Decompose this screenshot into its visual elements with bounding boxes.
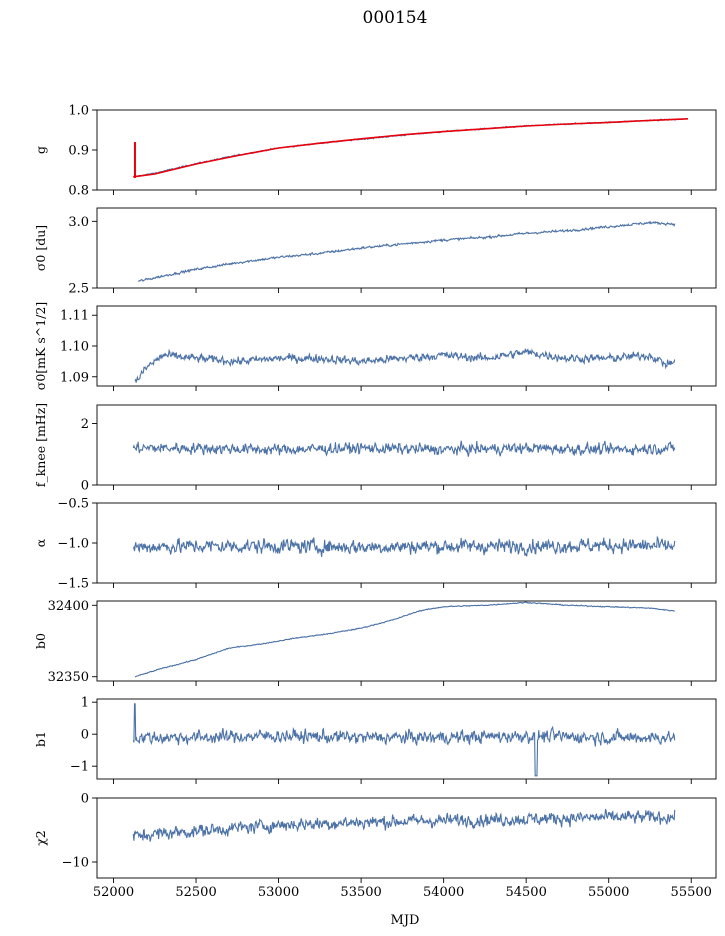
series-line-fknee: [132, 440, 676, 457]
y-tick-label: 2.5: [68, 282, 89, 297]
x-axis-label: MJD: [391, 913, 420, 928]
x-tick-label: 55500: [671, 885, 712, 900]
x-tick-label: 54000: [423, 885, 464, 900]
x-tick-label: 53500: [340, 885, 381, 900]
y-axis-label: b1: [33, 731, 48, 747]
y-tick-label: −0.5: [57, 497, 89, 512]
y-axis-label: σ0 [du]: [33, 225, 48, 271]
panel-sigma0_mk: 1.09 1.10 1.11 σ0[mK s^1/2]: [33, 302, 717, 391]
y-tick-label: 0.8: [68, 184, 89, 199]
y-tick-label: −10: [62, 856, 89, 871]
y-tick-label: 0: [81, 479, 89, 494]
y-axis-label: α: [33, 538, 48, 547]
panel-chi2: −10 0 52000 52500 53000 53500 54000 54500 55000 5…: [33, 792, 717, 900]
fit-line: [133, 118, 688, 178]
y-tick-label: 1.0: [68, 104, 89, 119]
y-axis-label: χ2: [33, 830, 48, 846]
panel-frame: [96, 207, 717, 289]
figure-title: 000154: [363, 8, 428, 28]
x-tick-label: 53000: [258, 885, 299, 900]
panel-frame: [96, 305, 717, 387]
panel-b0: 32350 32400 b0: [33, 599, 717, 686]
y-tick-label: 32350: [48, 670, 89, 685]
panel-sigma0_du: 2.5 3.0 σ0 [du]: [33, 207, 717, 297]
series-line-g: [133, 118, 684, 178]
y-tick-label: −1: [70, 760, 89, 775]
y-tick-label: 2: [81, 417, 89, 432]
series-line-alpha: [132, 535, 676, 557]
y-tick-label: 1.10: [60, 340, 89, 355]
x-tick-label: 52500: [175, 885, 216, 900]
y-tick-label: 1.09: [60, 370, 89, 385]
series-line-b0: [134, 601, 675, 678]
panel-fknee: 0 2 f_knee [mHz]: [33, 403, 717, 494]
series-line-chi2: [132, 808, 676, 842]
series-line-sigma0_mk: [134, 348, 676, 383]
y-tick-label: 0: [81, 728, 89, 743]
panel-frame: [96, 698, 717, 780]
y-axis-label: σ0[mK s^1/2]: [33, 302, 48, 390]
panel-g: 0.8 0.9 1.0 g: [33, 104, 717, 199]
panel-frame: [96, 600, 717, 682]
y-axis-label: g: [33, 146, 48, 154]
panel-frame: [96, 404, 717, 486]
y-axis-label: f_knee [mHz]: [33, 403, 48, 487]
y-tick-label: 0: [81, 792, 89, 807]
panel-frame: [96, 797, 717, 879]
y-tick-label: 1.11: [60, 309, 89, 324]
series-line-b1: [132, 703, 676, 777]
y-axis-label: b0: [33, 633, 48, 649]
x-tick-label: 55000: [588, 885, 629, 900]
y-tick-label: −1.5: [57, 577, 89, 592]
panel-b1: −1 0 1 b1: [33, 696, 717, 784]
panel-alpha: −1.5 −1.0 −0.5 α: [33, 497, 717, 592]
y-tick-label: 1: [81, 696, 89, 711]
x-tick-label: 52000: [93, 885, 134, 900]
y-tick-label: 32400: [48, 599, 89, 614]
panels: 0.8 0.9 1.0 g 2.5 3.0 σ0 [du] 1.09 1.10 1.11 σ0[mK…: [33, 104, 717, 900]
y-tick-label: 3.0: [68, 215, 89, 230]
y-tick-label: −1.0: [57, 537, 89, 552]
y-tick-label: 0.9: [68, 144, 89, 159]
x-tick-label: 54500: [505, 885, 546, 900]
series-line-sigma0_du: [138, 220, 676, 282]
